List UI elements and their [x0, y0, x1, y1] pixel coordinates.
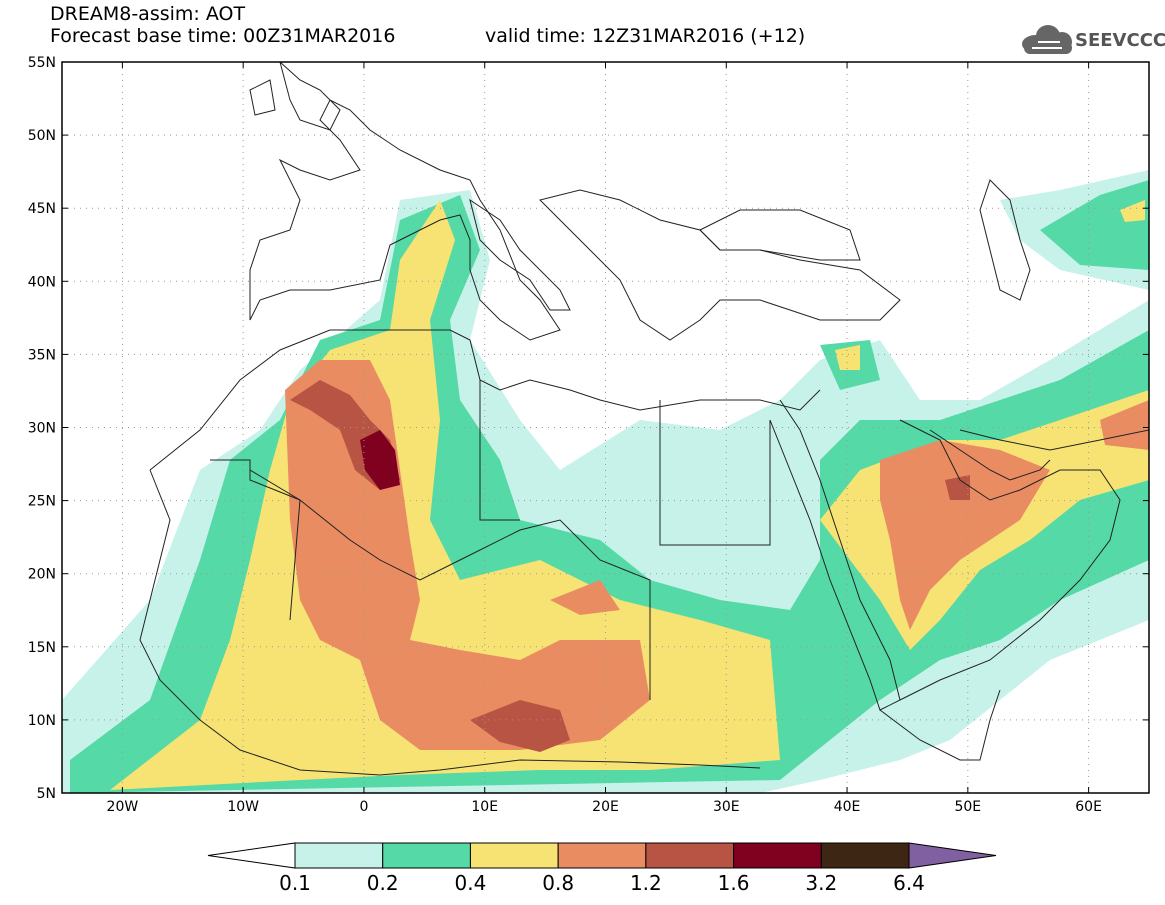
lon-label: 40E: [834, 799, 861, 815]
lat-label: 40N: [28, 274, 56, 290]
colorbar-label: 0.4: [455, 871, 487, 895]
lon-label: 10W: [227, 799, 259, 815]
colorbar-high-arrow: [908, 842, 997, 869]
colorbar-label: 0.1: [279, 871, 311, 895]
colorbar-label: 6.4: [893, 871, 925, 895]
lon-label: 20E: [592, 799, 619, 815]
product-title: DREAM8-assim: AOT: [50, 3, 246, 25]
colorbar-box: [645, 842, 735, 869]
lat-label: 15N: [28, 640, 56, 656]
colorbar-label: 3.2: [805, 871, 837, 895]
cloud-icon: [1022, 25, 1072, 54]
lon-label: 20W: [107, 799, 139, 815]
colorbar: 0.1 0.2 0.4 0.8 1.2 1.6 3.2 6.4: [207, 842, 997, 895]
lon-label: 30E: [713, 799, 740, 815]
lat-label: 5N: [37, 786, 56, 802]
colorbar-label: 0.2: [367, 871, 399, 895]
colorbar-low-arrow: [207, 842, 296, 869]
colorbar-label: 1.2: [630, 871, 662, 895]
forecast-base-time: Forecast base time: 00Z31MAR2016: [50, 25, 396, 47]
colorbar-box: [294, 842, 384, 869]
lon-label: 60E: [1075, 799, 1102, 815]
coastlines: [139, 62, 1149, 776]
colorbar-box: [382, 842, 471, 869]
colorbar-label: 0.8: [542, 871, 574, 895]
lon-label: 0: [359, 799, 368, 815]
lat-label: 25N: [28, 494, 56, 510]
lat-label: 55N: [28, 55, 56, 71]
lat-label: 30N: [28, 421, 56, 437]
colorbar-label: 1.6: [718, 871, 750, 895]
lat-label: 20N: [28, 567, 56, 583]
colorbar-box: [469, 842, 559, 869]
lon-label: 10E: [471, 799, 498, 815]
lat-label: 50N: [28, 128, 56, 144]
lat-label: 45N: [28, 201, 56, 217]
valid-time: valid time: 12Z31MAR2016 (+12): [485, 25, 806, 47]
colorbar-box: [557, 842, 647, 869]
aot-shading: [62, 170, 1149, 793]
lat-label: 35N: [28, 347, 56, 363]
logo-text: SEEVCCC: [1075, 30, 1165, 51]
longitude-axis: 20W 10W 0 10E 20E 30E 40E 50E 60E: [107, 62, 1102, 815]
latitude-axis: 55N 50N 45N 40N 35N 30N 25N 20N 15N 10N 5N: [28, 55, 1149, 802]
lat-label: 10N: [28, 713, 56, 729]
colorbar-box: [733, 842, 822, 869]
colorbar-box: [820, 842, 910, 869]
lon-label: 50E: [954, 799, 981, 815]
